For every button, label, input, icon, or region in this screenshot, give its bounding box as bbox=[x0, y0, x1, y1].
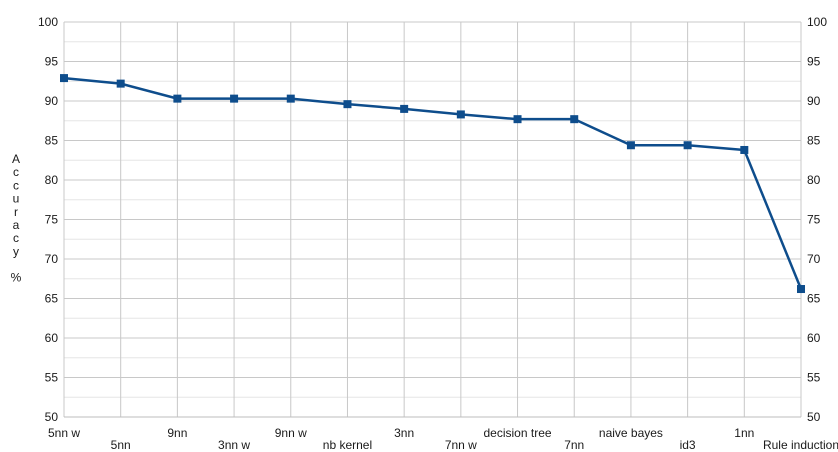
y-tick-label-left: 75 bbox=[45, 213, 59, 227]
x-tick-label: 3nn bbox=[394, 426, 414, 440]
data-point-marker bbox=[570, 115, 579, 124]
x-tick-labels: 5nn w 5nn 9nn 3nn w 9nn w nb kernel 3nn 7nn w de… bbox=[48, 426, 838, 452]
y-tick-label-left: 70 bbox=[45, 252, 59, 266]
y-tick-label-left: 90 bbox=[45, 94, 59, 108]
data-point-marker bbox=[626, 141, 635, 150]
vertical-gridlines bbox=[63, 22, 802, 417]
y-tick-label-right: 100 bbox=[807, 15, 827, 29]
y-tick-label-left: 80 bbox=[45, 173, 59, 187]
y-tick-label-left: 55 bbox=[45, 371, 59, 385]
data-point-marker bbox=[683, 141, 692, 150]
y-axis-label-char: r bbox=[14, 205, 18, 219]
y-axis-label-char: c bbox=[13, 178, 19, 192]
y-tick-label-right: 95 bbox=[807, 55, 821, 69]
data-point-marker bbox=[60, 74, 68, 83]
data-point-marker bbox=[116, 79, 125, 88]
y-tick-label-right: 65 bbox=[807, 292, 821, 306]
x-tick-label: 5nn w bbox=[48, 426, 80, 440]
x-tick-label: naive bayes bbox=[599, 426, 663, 440]
major-gridlines bbox=[64, 21, 801, 378]
data-point-marker bbox=[343, 100, 352, 109]
y-tick-label-left: 50 bbox=[45, 410, 59, 424]
series-group bbox=[60, 74, 805, 294]
y-tick-label-right: 90 bbox=[807, 94, 821, 108]
y-axis-label-char: a bbox=[13, 218, 20, 232]
y-tick-label-left: 60 bbox=[45, 331, 59, 345]
y-tick-label-right: 75 bbox=[807, 213, 821, 227]
y-tick-label-right: 60 bbox=[807, 331, 821, 345]
y-tick-label-right: 50 bbox=[807, 410, 821, 424]
data-point-marker bbox=[456, 110, 465, 119]
y-axis-label-char: c bbox=[13, 165, 19, 179]
y-tick-label-right: 80 bbox=[807, 173, 821, 187]
x-tick-label: id3 bbox=[680, 438, 696, 452]
right-y-tick-labels: 50 55 60 65 70 75 80 85 90 95 100 bbox=[807, 15, 827, 424]
y-axis-label-char: A bbox=[12, 152, 20, 166]
data-point-marker bbox=[400, 104, 409, 113]
y-tick-label-right: 70 bbox=[807, 252, 821, 266]
x-tick-label: 7nn bbox=[564, 438, 584, 452]
data-point-marker bbox=[513, 115, 522, 124]
left-y-tick-labels: 50 55 60 65 70 75 80 85 90 95 100 bbox=[38, 15, 58, 424]
x-tick-label: 1nn bbox=[734, 426, 754, 440]
x-tick-label: 3nn w bbox=[218, 438, 250, 452]
x-tick-label: nb kernel bbox=[323, 438, 372, 452]
data-point-marker bbox=[173, 94, 182, 103]
y-tick-label-right: 55 bbox=[807, 371, 821, 385]
x-tick-label: 9nn w bbox=[275, 426, 307, 440]
data-point-marker bbox=[797, 285, 805, 294]
y-tick-label-right: 85 bbox=[807, 134, 821, 148]
y-tick-label-left: 65 bbox=[45, 292, 59, 306]
x-tick-label: 9nn bbox=[167, 426, 187, 440]
x-tick-label: Rule induction bbox=[763, 438, 838, 452]
y-axis-label-char: y bbox=[13, 244, 19, 258]
y-tick-label-left: 95 bbox=[45, 55, 59, 69]
x-tick-label: 7nn w bbox=[445, 438, 477, 452]
y-tick-label-left: 85 bbox=[45, 134, 59, 148]
x-tick-label: decision tree bbox=[484, 426, 552, 440]
y-axis-label-char: % bbox=[11, 270, 22, 284]
data-point-marker bbox=[286, 94, 295, 103]
data-point-marker bbox=[230, 94, 239, 103]
minor-gridlines bbox=[64, 41, 801, 398]
y-axis-label-char: u bbox=[13, 192, 20, 206]
x-tick-label: 5nn bbox=[111, 438, 131, 452]
y-axis-label-char: c bbox=[13, 231, 19, 245]
y-tick-label-left: 100 bbox=[38, 15, 58, 29]
data-point-marker bbox=[740, 145, 749, 154]
series-line bbox=[63, 76, 803, 290]
